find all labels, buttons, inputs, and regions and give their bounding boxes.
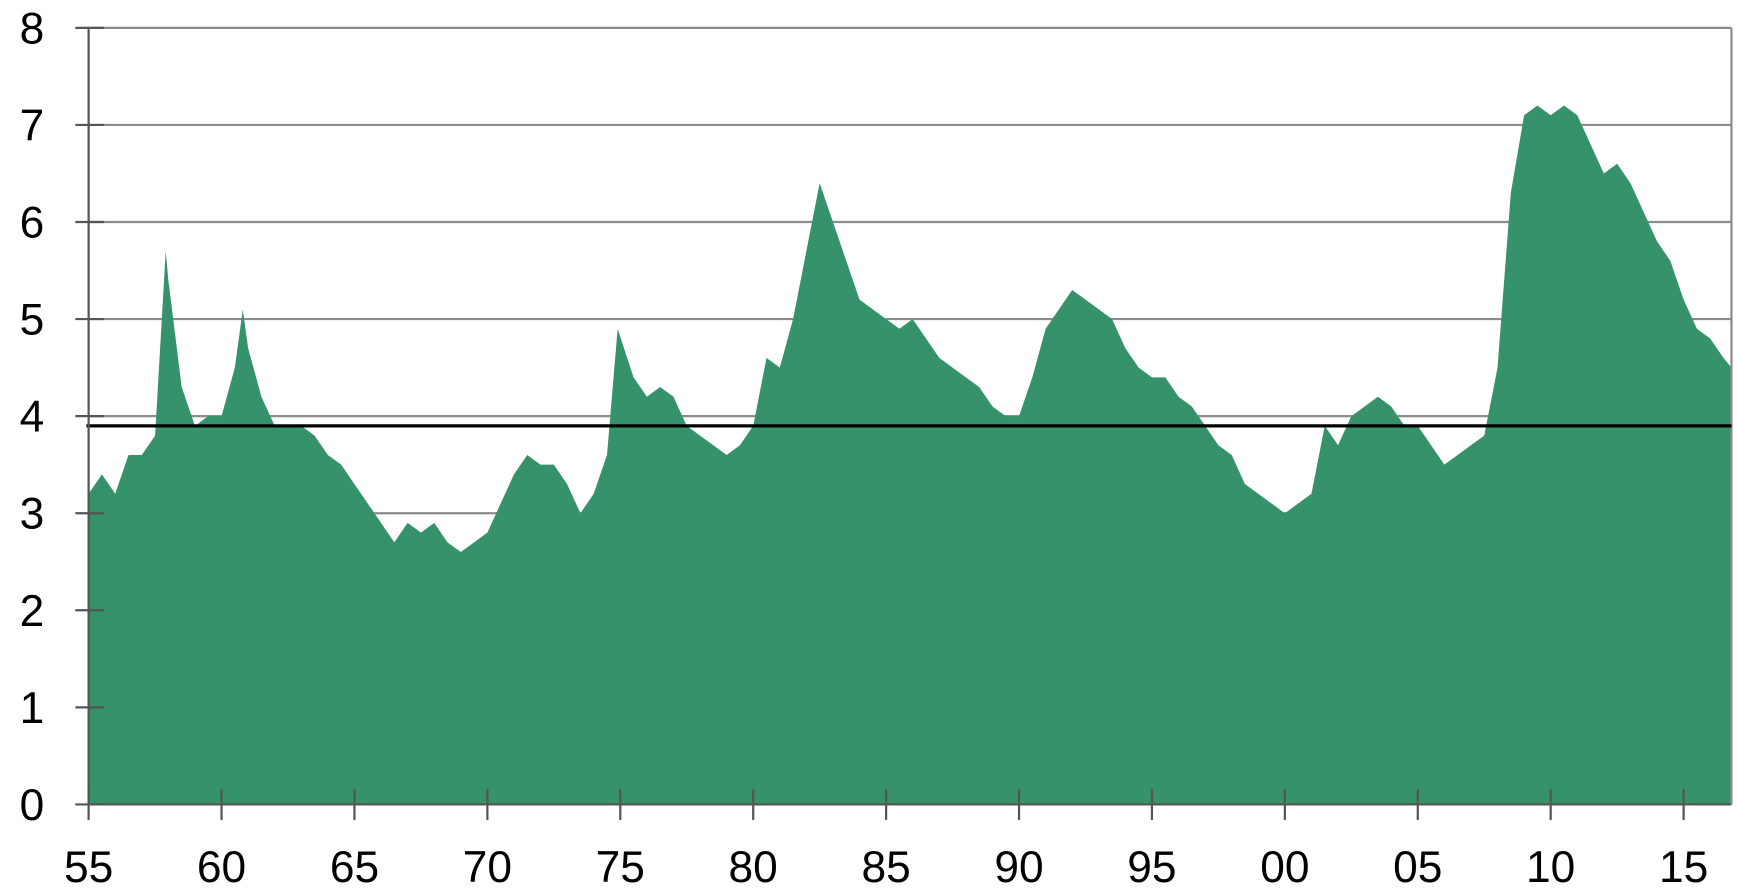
x-tick-label: 95 — [1127, 843, 1176, 891]
x-tick-label: 90 — [994, 843, 1043, 891]
x-tick-label: 00 — [1260, 843, 1309, 891]
x-tick-label: 10 — [1526, 843, 1575, 891]
x-tick-label: 70 — [463, 843, 512, 891]
area — [88, 105, 1732, 805]
x-tick-label: 05 — [1393, 843, 1442, 891]
y-tick-label: 0 — [20, 781, 45, 830]
y-tick-label: 3 — [20, 490, 45, 539]
x-tick-label: 75 — [596, 843, 645, 891]
y-tick-label: 1 — [20, 684, 45, 733]
y-tick-label: 7 — [20, 101, 45, 150]
y-tick-label: 4 — [20, 393, 45, 442]
x-tick-label: 80 — [729, 843, 778, 891]
y-tick-label: 8 — [20, 4, 45, 53]
y-tick-label: 6 — [20, 199, 45, 248]
x-tick-label: 60 — [197, 843, 246, 891]
x-tick-label: 85 — [861, 843, 910, 891]
y-tick-label: 5 — [20, 296, 45, 345]
x-tick-label: 15 — [1659, 843, 1708, 891]
y-tick-label: 2 — [20, 587, 45, 636]
x-tick-label: 55 — [64, 843, 113, 891]
x-tick-label: 65 — [330, 843, 379, 891]
